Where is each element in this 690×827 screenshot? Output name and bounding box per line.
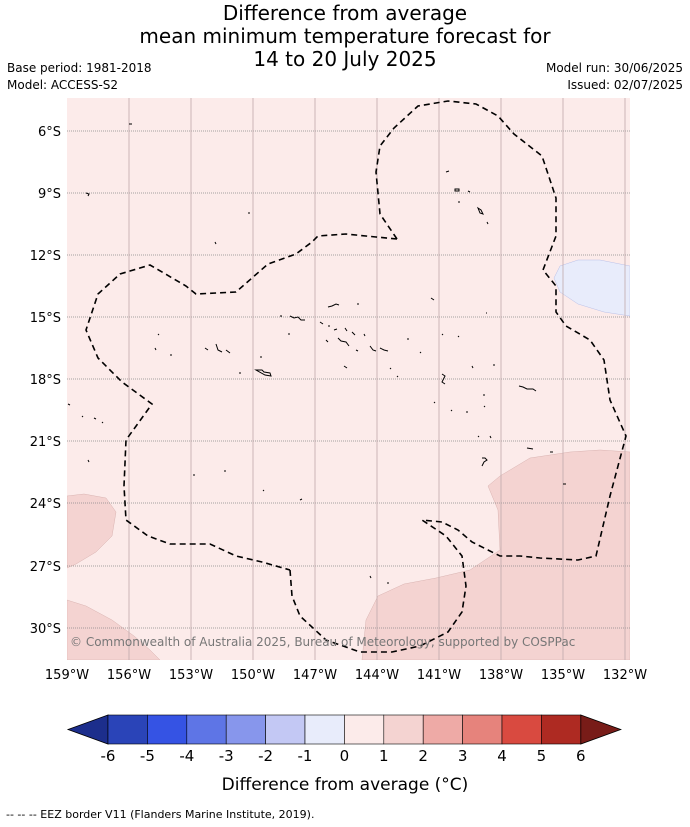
- lat-label-15s: 15°S: [30, 311, 61, 326]
- colorbar-cell: [147, 714, 188, 745]
- colorbar-tick-label: 5: [537, 747, 547, 765]
- eez-border-austral-south: [289, 519, 467, 653]
- anomaly-area-neg-1-0: [553, 259, 630, 317]
- colorbar-tick-label: -5: [140, 747, 155, 765]
- islands: [67, 123, 566, 584]
- colorbar-cell: [304, 714, 345, 745]
- colorbar-tick-label: 1: [379, 747, 389, 765]
- colorbar-cell: [344, 714, 385, 745]
- lat-label-18s: 18°S: [30, 373, 61, 388]
- lon-label-156w: 156°W: [107, 668, 151, 683]
- lon-label-138w: 138°W: [479, 668, 523, 683]
- model-run: Model run: 30/06/2025: [545, 61, 683, 75]
- lat-label-30s: 30°S: [30, 622, 61, 637]
- copyright-notice: © Commonwealth of Australia 2025, Bureau…: [70, 635, 575, 649]
- title-line-3: 14 to 20 July 2025: [253, 47, 437, 71]
- meta-left: Base period: 1981-2018 Model: ACCESS-S2: [7, 60, 152, 94]
- title-line-1: Difference from average: [222, 1, 468, 25]
- colorbar-tick-label: -4: [179, 747, 194, 765]
- lat-label-21s: 21°S: [30, 435, 61, 450]
- colorbar-cell: [265, 714, 306, 745]
- base-period: Base period: 1981-2018: [7, 61, 152, 75]
- colorbar-ticks: -6 -5 -4 -3 -2 -1 0 1 2 3 4 5 6: [101, 747, 586, 765]
- lat-label-12s: 12°S: [30, 249, 61, 264]
- colorbar-cell: [225, 714, 266, 745]
- colorbar-cell: [107, 714, 148, 745]
- colorbar-cell: [383, 714, 424, 745]
- colorbar-extend-low: [66, 714, 109, 745]
- colorbar-cell: [501, 714, 542, 745]
- lon-label-132w: 132°W: [603, 668, 647, 683]
- colorbar-extend-high: [580, 714, 622, 745]
- model-name: Model: ACCESS-S2: [7, 78, 119, 92]
- lon-label-153w: 153°W: [169, 668, 213, 683]
- lon-label-135w: 135°W: [541, 668, 585, 683]
- meta-right: Model run: 30/06/2025 Issued: 02/07/2025: [546, 60, 683, 94]
- title-line-2: mean minimum temperature forecast for: [139, 24, 551, 48]
- colorbar-cell: [422, 714, 463, 745]
- lat-label-6s: 6°S: [38, 125, 61, 140]
- colorbar-tick-label: 3: [458, 747, 468, 765]
- colorbar-cell: [541, 714, 582, 745]
- lat-label-27s: 27°S: [30, 560, 61, 575]
- longitude-labels: 159°W 156°W 153°W 150°W 147°W 144°W 141°…: [45, 668, 647, 683]
- colorbar-tick-label: 6: [576, 747, 586, 765]
- anomaly-area-1-2-west: [67, 493, 117, 569]
- map-title: Difference from average mean minimum tem…: [0, 2, 690, 71]
- colorbar-cell: [186, 714, 227, 745]
- map-panel: © Commonwealth of Australia 2025, Bureau…: [67, 98, 630, 660]
- lat-label-9s: 9°S: [38, 187, 61, 202]
- anomaly-area-1-2-southwest: [67, 599, 161, 660]
- colorbar-cell: [462, 714, 503, 745]
- colorbar-tick-label: 4: [497, 747, 507, 765]
- eez-border-french-polynesia: [375, 100, 627, 561]
- eez-legend-note: -- -- -- EEZ border V11 (Flanders Marine…: [6, 808, 315, 821]
- issued-date: Issued: 02/07/2025: [567, 78, 683, 92]
- lon-label-141w: 141°W: [417, 668, 461, 683]
- colorbar-label: Difference from average (°C): [222, 775, 469, 795]
- lat-label-24s: 24°S: [30, 497, 61, 512]
- eez-border-cook-islands: [85, 233, 398, 571]
- colorbar-cells: [66, 714, 622, 745]
- colorbar-tick-label: 0: [340, 747, 350, 765]
- colorbar: -6 -5 -4 -3 -2 -1 0 1 2 3 4 5 6 Difference from aver…: [66, 714, 622, 795]
- longitude-gridlines: [128, 98, 626, 660]
- lon-label-159w: 159°W: [45, 668, 89, 683]
- colorbar-tick-label: 2: [418, 747, 428, 765]
- colorbar-tick-label: -1: [298, 747, 313, 765]
- eez-borders: [85, 100, 627, 653]
- colorbar-tick-label: -2: [258, 747, 273, 765]
- colorbar-tick-label: -3: [219, 747, 234, 765]
- latitude-labels: 6°S 9°S 12°S 15°S 18°S 21°S 24°S 27°S 30…: [30, 125, 61, 637]
- lon-label-147w: 147°W: [293, 668, 337, 683]
- lon-label-150w: 150°W: [231, 668, 275, 683]
- colorbar-tick-label: -6: [101, 747, 116, 765]
- lon-label-144w: 144°W: [355, 668, 399, 683]
